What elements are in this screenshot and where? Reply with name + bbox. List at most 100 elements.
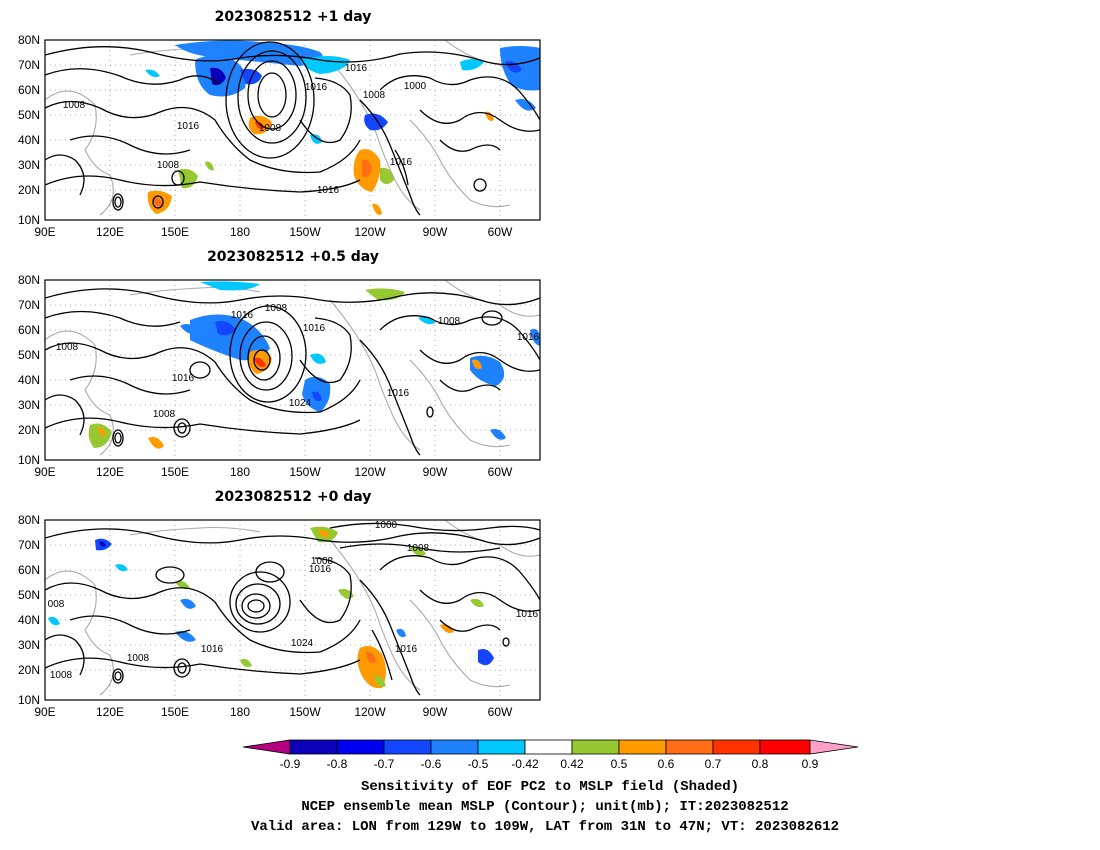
colorbar-segment [618,739,667,755]
colorbar-tick-label: -0.6 [421,757,442,771]
panel-plus-0-day: 2023082512 +0 day [18,489,541,719]
colorbar-ticks: -0.9 -0.8 -0.7 -0.6 -0.5 -0.42 0.42 0.5 … [280,757,819,771]
lon-tick-label: 60W [488,465,513,479]
lon-tick-label: 120W [354,465,386,479]
lat-tick-label: 70N [18,538,40,552]
caption-line-2: NCEP ensemble mean MSLP (Contour); unit(… [301,799,788,815]
lat-tick-label: 60N [18,323,40,337]
lon-tick-label: 150W [289,465,321,479]
contour-label: 1024 [289,398,312,409]
colorbar-segment [430,739,479,755]
colorbar-tick-label: -0.7 [374,757,395,771]
lat-tick-label: 60N [18,83,40,97]
contour-label: 1016 [201,644,224,655]
lat-tick-label: 40N [18,373,40,387]
lat-tick-label: 50N [18,588,40,602]
lon-tick-label: 180 [230,465,250,479]
lat-tick-label: 60N [18,563,40,577]
contour-label: 1016 [303,323,326,334]
lat-tick-label: 20N [18,183,40,197]
colorbar-segment [383,739,432,755]
lon-tick-label: 120E [96,225,124,239]
colorbar-tick-label: -0.9 [280,757,301,771]
contour-label: 1016 [172,373,195,384]
colorbar-tick-label: 0.5 [611,757,628,771]
lon-tick-label: 180 [230,705,250,719]
lon-axis: 90E 120E 150E 180 150W 120W 90W 60W [34,705,513,719]
panel-title: 2023082512 +0.5 day [207,249,379,265]
contour-label: 1008 [127,653,150,664]
lon-tick-label: 120E [96,465,124,479]
lat-tick-label: 70N [18,58,40,72]
contour-label: 1016 [390,157,413,168]
panel-plus-half-day: 2023082512 +0.5 day [18,249,541,479]
lon-tick-label: 120W [354,705,386,719]
lat-tick-label: 30N [18,398,40,412]
contour-labels: 1008 1016 1016 1008 1016 1008 1024 1016 … [56,303,540,420]
sensitivity-shading [145,40,540,215]
lon-tick-label: 90E [34,705,55,719]
lat-tick-label: 20N [18,663,40,677]
panel-title: 2023082512 +1 day [215,9,372,25]
lat-tick-label: 10N [18,453,40,467]
contour-label: 1016 [309,564,332,575]
colorbar-low-triangle [242,739,291,755]
lon-tick-label: 90E [34,225,55,239]
contour-label: 1008 [63,100,86,111]
lat-tick-label: 20N [18,423,40,437]
contour-label: 1016 [231,310,254,321]
lon-tick-label: 150E [161,705,189,719]
colorbar-segment [665,739,714,755]
contour-label: 1016 [517,332,540,343]
map-field: 1008 1016 1016 1008 1016 1008 1024 1016 … [45,280,540,460]
contour-label: 1008 [363,90,386,101]
lon-tick-label: 180 [230,225,250,239]
contour-label: 1016 [516,609,539,620]
sensitivity-shading [48,526,494,689]
colorbar-tick-label: 0.7 [705,757,722,771]
lon-tick-label: 120W [354,225,386,239]
colorbar-segment [571,739,620,755]
lat-tick-label: 40N [18,613,40,627]
contour-label: 1016 [395,644,418,655]
map-field: 1000 1008 1008 1016 008 1016 1024 1016 1… [45,520,540,700]
colorbar-segment [712,739,761,755]
panel-title: 2023082512 +0 day [215,489,372,505]
lat-axis: 80N 70N 60N 50N 40N 30N 20N 10N [18,513,40,707]
mslp-contours [45,288,540,456]
lon-tick-label: 90W [423,225,448,239]
lat-tick-label: 80N [18,33,40,47]
map-frame [44,39,541,221]
lat-tick-label: 10N [18,213,40,227]
lat-tick-label: 80N [18,273,40,287]
colorbar-segment [477,739,526,755]
lat-tick-label: 10N [18,693,40,707]
contour-label: 1016 [177,121,200,132]
panel-plus-1-day: 2023082512 +1 day [18,9,541,239]
figure-caption: Sensitivity of EOF PC2 to MSLP field (Sh… [251,779,839,835]
colorbar-tick-label: -0.42 [511,757,539,771]
lon-tick-label: 90W [423,705,448,719]
contour-labels: 1008 1016 1008 1016 1008 1000 1008 1016 … [63,63,427,196]
lon-tick-label: 90W [423,465,448,479]
contour-label: 1000 [404,81,427,92]
lon-axis: 90E 120E 150E 180 150W 120W 90W 60W [34,465,513,479]
lon-tick-label: 120E [96,705,124,719]
lon-tick-label: 90E [34,465,55,479]
mslp-contours [45,41,540,216]
colorbar-high-triangle [809,739,859,755]
contour-label: 1008 [153,409,176,420]
coastlines [45,280,540,456]
colorbar-segment [524,739,573,755]
contour-label: 1016 [305,82,328,93]
gridlines [45,520,540,700]
lat-axis: 80N 70N 60N 50N 40N 30N 20N 10N [18,273,40,467]
caption-line-1: Sensitivity of EOF PC2 to MSLP field (Sh… [361,779,739,795]
lat-tick-label: 40N [18,133,40,147]
colorbar-tick-label: 0.6 [658,757,675,771]
colorbar-tick-label: 0.9 [802,757,819,771]
map-frame [44,279,541,461]
map-field: 1008 1016 1008 1016 1008 1000 1008 1016 … [45,40,540,220]
colorbar-segment [289,739,338,755]
map-frame [44,519,541,701]
